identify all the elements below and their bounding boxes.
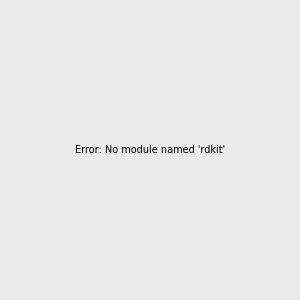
Text: Error: No module named 'rdkit': Error: No module named 'rdkit': [75, 145, 225, 155]
